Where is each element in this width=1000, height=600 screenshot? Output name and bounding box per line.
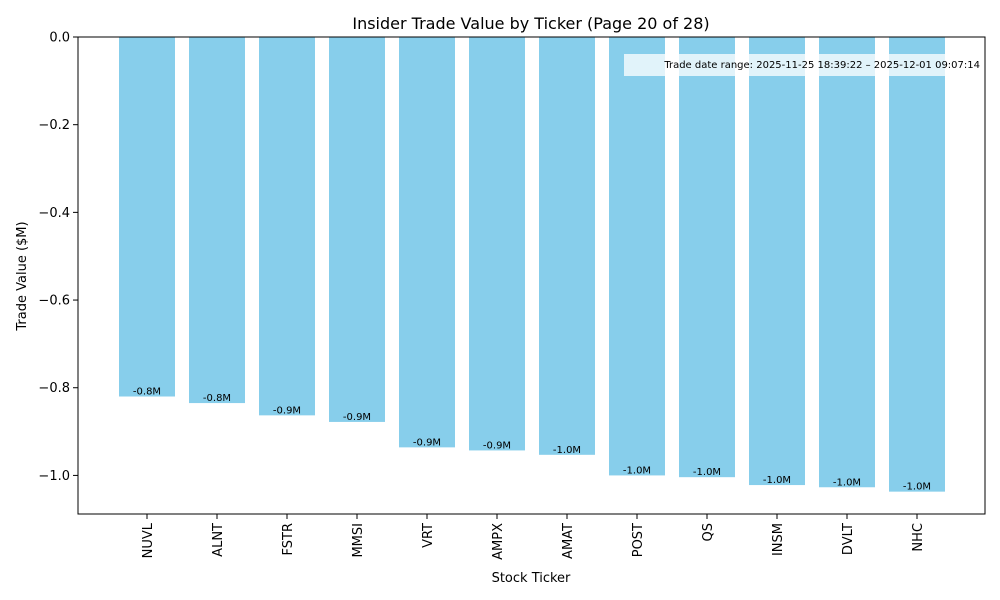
x-axis-label: Stock Ticker xyxy=(492,571,571,586)
x-tick-label-insm: INSM xyxy=(771,523,786,556)
x-tick-label-dvlt: DVLT xyxy=(841,523,856,555)
bar-fstr xyxy=(259,37,315,416)
data-label-mmsi: -0.9M xyxy=(343,412,371,423)
annotation-box: Trade date range: 2025-11-25 18:39:22 – … xyxy=(624,54,985,76)
chart-title: Insider Trade Value by Ticker (Page 20 o… xyxy=(352,14,709,33)
data-label-insm: -1.0M xyxy=(763,475,791,486)
bar-post xyxy=(609,37,665,476)
x-tick-label-ampx: AMPX xyxy=(491,523,506,560)
y-tick-label: 0.0 xyxy=(49,31,70,46)
x-tick-label-nuvl: NUVL xyxy=(141,522,156,558)
bar-nuvl xyxy=(119,37,175,397)
bar-nhc xyxy=(889,37,945,492)
data-label-amat: -1.0M xyxy=(553,445,581,456)
data-label-qs: -1.0M xyxy=(693,467,721,478)
data-labels-group: -0.8M -0.8M -0.9M -0.9M -0.9M -0.9M -1.0M -1.0M… xyxy=(133,387,931,493)
data-label-post: -1.0M xyxy=(623,465,651,476)
annotation-background xyxy=(624,54,985,76)
bar-dvlt xyxy=(819,37,875,488)
bar-qs xyxy=(679,37,735,478)
x-tick-label-post: POST xyxy=(631,523,646,557)
bar-ampx xyxy=(469,37,525,451)
bar-amat xyxy=(539,37,595,455)
x-tick-label-nhc: NHC xyxy=(911,523,926,552)
x-tick-label-fstr: FSTR xyxy=(281,523,296,555)
x-tick-label-amat: AMAT xyxy=(561,523,576,559)
data-label-fstr: -0.9M xyxy=(273,405,301,416)
y-tick-label: −1.0 xyxy=(38,469,70,484)
annotation-text: Trade date range: 2025-11-25 18:39:22 – … xyxy=(663,60,980,71)
x-tick-label-alnt: ALNT xyxy=(211,523,226,557)
y-axis: 0.0 −0.2 −0.4 −0.6 −0.8 −1.0 xyxy=(38,31,78,484)
bar-alnt xyxy=(189,37,245,404)
data-label-dvlt: -1.0M xyxy=(833,477,861,488)
data-label-alnt: -0.8M xyxy=(203,393,231,404)
y-tick-label: −0.2 xyxy=(38,118,70,133)
y-tick-label: −0.6 xyxy=(38,294,70,309)
x-tick-label-vrt: VRT xyxy=(421,523,436,548)
data-label-nuvl: -0.8M xyxy=(133,387,161,398)
x-tick-label-qs: QS xyxy=(701,523,716,541)
bars-group xyxy=(119,37,945,492)
data-label-ampx: -0.9M xyxy=(483,440,511,451)
x-axis: NUVL ALNT FSTR MMSI VRT AMPX AMAT POST QS INSM DVL… xyxy=(141,514,926,560)
plot-frame xyxy=(77,36,986,515)
data-label-vrt: -0.9M xyxy=(413,437,441,448)
bar-mmsi xyxy=(329,37,385,422)
y-tick-label: −0.4 xyxy=(38,206,70,221)
data-label-nhc: -1.0M xyxy=(903,482,931,493)
bar-insm xyxy=(749,37,805,486)
bar-vrt xyxy=(399,37,455,448)
x-tick-label-mmsi: MMSI xyxy=(351,523,366,558)
y-axis-label: Trade Value ($M) xyxy=(15,221,30,331)
y-tick-label: −0.8 xyxy=(38,381,70,396)
